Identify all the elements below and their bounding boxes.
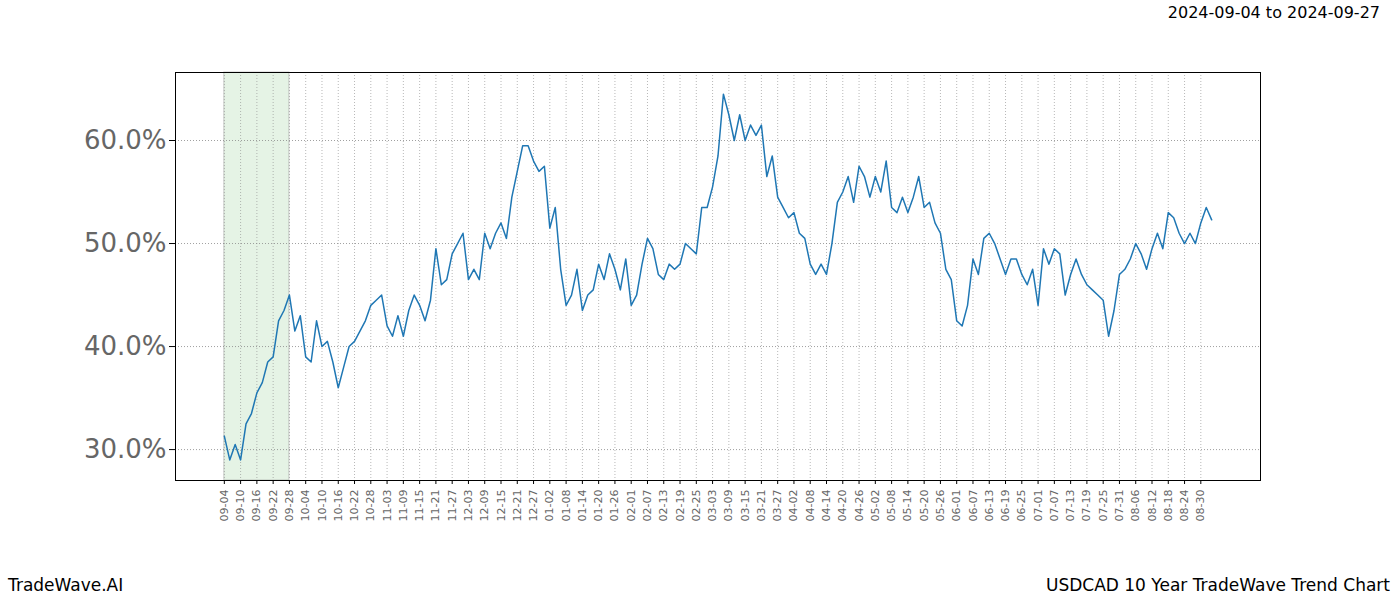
svg-text:02-25: 02-25 xyxy=(690,490,703,522)
svg-text:05-14: 05-14 xyxy=(901,490,914,522)
svg-text:05-20: 05-20 xyxy=(918,490,931,522)
svg-text:12-09: 12-09 xyxy=(478,490,491,522)
svg-text:11-15: 11-15 xyxy=(413,490,426,522)
svg-text:11-03: 11-03 xyxy=(381,490,394,522)
svg-text:50.0%: 50.0% xyxy=(84,228,167,258)
svg-text:06-25: 06-25 xyxy=(1015,490,1028,522)
svg-text:02-13: 02-13 xyxy=(657,490,670,522)
svg-text:07-19: 07-19 xyxy=(1080,490,1093,522)
svg-text:03-15: 03-15 xyxy=(739,490,752,522)
svg-text:07-01: 07-01 xyxy=(1032,490,1045,522)
svg-text:08-18: 08-18 xyxy=(1162,490,1175,522)
svg-text:02-19: 02-19 xyxy=(674,490,687,522)
html-text:USDCAD 10 Year TradeWave Trend: USDCAD 10 Year TradeWave Trend Chart xyxy=(1046,575,1390,595)
svg-text:11-09: 11-09 xyxy=(397,490,410,522)
svg-text:03-21: 03-21 xyxy=(755,490,768,522)
svg-text:03-27: 03-27 xyxy=(771,490,784,522)
svg-text:12-03: 12-03 xyxy=(462,490,475,522)
svg-text:05-02: 05-02 xyxy=(869,490,882,522)
svg-text:03-09: 03-09 xyxy=(722,490,735,522)
svg-text:01-08: 01-08 xyxy=(560,490,573,522)
svg-text:08-24: 08-24 xyxy=(1178,490,1191,522)
svg-text:12-27: 12-27 xyxy=(527,490,540,522)
svg-text:09-04: 09-04 xyxy=(218,490,231,522)
svg-text:04-20: 04-20 xyxy=(836,490,849,522)
svg-text:12-15: 12-15 xyxy=(495,490,508,522)
svg-text:30.0%: 30.0% xyxy=(84,434,167,464)
svg-text:11-21: 11-21 xyxy=(429,490,442,522)
svg-text:06-01: 06-01 xyxy=(950,490,963,522)
svg-text:10-22: 10-22 xyxy=(348,490,361,522)
svg-text:07-31: 07-31 xyxy=(1113,490,1126,522)
svg-text:02-01: 02-01 xyxy=(625,490,638,522)
svg-text:06-19: 06-19 xyxy=(999,490,1012,522)
svg-text:08-06: 08-06 xyxy=(1129,490,1142,522)
svg-text:06-07: 06-07 xyxy=(966,490,979,522)
svg-text:09-10: 09-10 xyxy=(234,490,247,522)
svg-text:09-16: 09-16 xyxy=(250,490,263,522)
svg-text:01-20: 01-20 xyxy=(592,490,605,522)
svg-text:07-07: 07-07 xyxy=(1048,490,1061,522)
html-text:2024-09-04 to 2024-09-27: 2024-09-04 to 2024-09-27 xyxy=(1167,3,1380,22)
svg-text:09-22: 09-22 xyxy=(267,490,280,522)
svg-text:01-26: 01-26 xyxy=(608,490,621,522)
svg-text:10-16: 10-16 xyxy=(332,490,345,522)
svg-text:04-02: 04-02 xyxy=(787,490,800,522)
svg-text:60.0%: 60.0% xyxy=(84,125,167,155)
svg-text:06-13: 06-13 xyxy=(983,490,996,522)
svg-text:05-08: 05-08 xyxy=(885,490,898,522)
svg-text:05-26: 05-26 xyxy=(934,490,947,522)
svg-text:04-26: 04-26 xyxy=(853,490,866,522)
svg-text:40.0%: 40.0% xyxy=(84,331,167,361)
svg-text:01-14: 01-14 xyxy=(576,490,589,522)
svg-text:12-21: 12-21 xyxy=(511,490,524,522)
svg-text:07-25: 07-25 xyxy=(1097,490,1110,522)
svg-text:11-27: 11-27 xyxy=(446,490,459,522)
html-text:TradeWave.AI: TradeWave.AI xyxy=(8,575,124,595)
svg-text:08-12: 08-12 xyxy=(1146,490,1159,522)
svg-text:07-13: 07-13 xyxy=(1064,490,1077,522)
svg-text:04-08: 04-08 xyxy=(804,490,817,522)
svg-text:01-02: 01-02 xyxy=(543,490,556,522)
svg-text:10-04: 10-04 xyxy=(299,490,312,522)
svg-text:02-07: 02-07 xyxy=(641,490,654,522)
svg-text:09-28: 09-28 xyxy=(283,490,296,522)
svg-text:04-14: 04-14 xyxy=(820,490,833,522)
svg-text:10-10: 10-10 xyxy=(315,490,328,522)
svg-text:10-28: 10-28 xyxy=(364,490,377,522)
svg-text:08-30: 08-30 xyxy=(1194,490,1207,522)
svg-text:03-03: 03-03 xyxy=(706,490,719,522)
